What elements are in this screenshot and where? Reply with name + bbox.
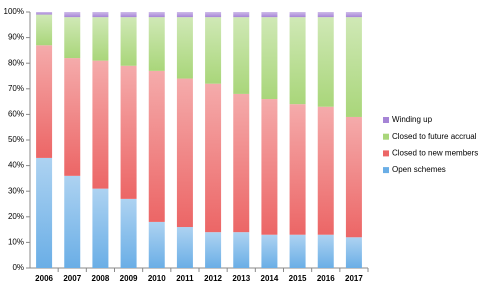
bar-segment <box>92 60 109 189</box>
legend-label: Closed to new members <box>392 149 478 158</box>
bar-segment <box>205 12 222 18</box>
bar-segment <box>36 45 53 158</box>
y-tick-label: 90% <box>8 33 24 42</box>
bar-segment <box>233 12 250 18</box>
legend-swatch <box>383 133 389 140</box>
bar-segment <box>317 234 334 268</box>
y-tick-label: 50% <box>8 135 24 144</box>
bar-segment <box>36 14 53 46</box>
legend-label: Winding up <box>392 115 433 124</box>
bar-segment <box>289 104 306 235</box>
bar-segment <box>120 17 137 66</box>
x-tick-label: 2015 <box>289 274 307 283</box>
bar-segment <box>92 12 109 18</box>
y-tick-label: 100% <box>4 7 24 16</box>
bar-segment <box>176 12 193 18</box>
bar-segment <box>148 12 165 18</box>
bar-segment <box>261 17 278 100</box>
bar-segment <box>317 12 334 18</box>
x-tick-label: 2009 <box>120 274 138 283</box>
bar-segment <box>289 234 306 268</box>
x-tick-label: 2006 <box>35 274 53 283</box>
bar-segment <box>345 12 362 18</box>
bar-segment <box>345 237 362 268</box>
bar-segment <box>92 17 109 61</box>
bar-segment <box>233 93 250 233</box>
y-tick-label: 40% <box>8 161 24 170</box>
legend-swatch <box>383 150 389 157</box>
legend-label: Closed to future accrual <box>392 132 477 141</box>
bar-segment <box>233 17 250 94</box>
bar-segment <box>64 17 81 59</box>
y-tick-label: 60% <box>8 110 24 119</box>
y-tick-label: 0% <box>12 263 24 272</box>
bar-segment <box>261 99 278 235</box>
x-tick-label: 2008 <box>92 274 110 283</box>
bar-segment <box>289 12 306 18</box>
bar-segment <box>261 12 278 18</box>
x-tick-label: 2012 <box>204 274 222 283</box>
x-tick-label: 2014 <box>261 274 279 283</box>
bar-segment <box>317 106 334 235</box>
bar-segment <box>64 175 81 268</box>
bar-segment <box>176 17 193 79</box>
bar-segment <box>205 83 222 233</box>
x-tick-label: 2017 <box>345 274 363 283</box>
y-tick-label: 20% <box>8 212 24 221</box>
bar-segment <box>345 17 362 117</box>
bar-segment <box>120 198 137 268</box>
x-tick-label: 2016 <box>317 274 335 283</box>
bar-segment <box>261 234 278 268</box>
x-tick-label: 2013 <box>232 274 250 283</box>
bar-segment <box>233 232 250 268</box>
x-tick-label: 2010 <box>148 274 166 283</box>
bar-segment <box>176 227 193 268</box>
y-tick-label: 70% <box>8 84 24 93</box>
y-tick-label: 30% <box>8 186 24 195</box>
y-tick-label: 10% <box>8 238 24 247</box>
bar-segment <box>345 116 362 238</box>
bar-segment <box>205 232 222 268</box>
bar-segment <box>148 70 165 222</box>
bar-segment <box>176 78 193 228</box>
x-tick-label: 2011 <box>176 274 194 283</box>
bar-segment <box>120 65 137 199</box>
bar-segment <box>36 157 53 268</box>
legend-swatch <box>383 117 389 123</box>
x-tick-label: 2007 <box>63 274 81 283</box>
y-tick-label: 80% <box>8 58 24 67</box>
bar-segment <box>92 188 109 268</box>
bar-segment <box>205 17 222 84</box>
bar-segment <box>148 221 165 268</box>
bar-segment <box>36 12 53 15</box>
bar-segment <box>148 17 165 71</box>
legend-swatch <box>383 167 389 174</box>
bar-segment <box>64 58 81 176</box>
bar-segment <box>317 17 334 107</box>
bar-segment <box>289 17 306 105</box>
bar-segment <box>64 12 81 18</box>
bar-segment <box>120 12 137 18</box>
legend-label: Open schemes <box>392 165 446 174</box>
